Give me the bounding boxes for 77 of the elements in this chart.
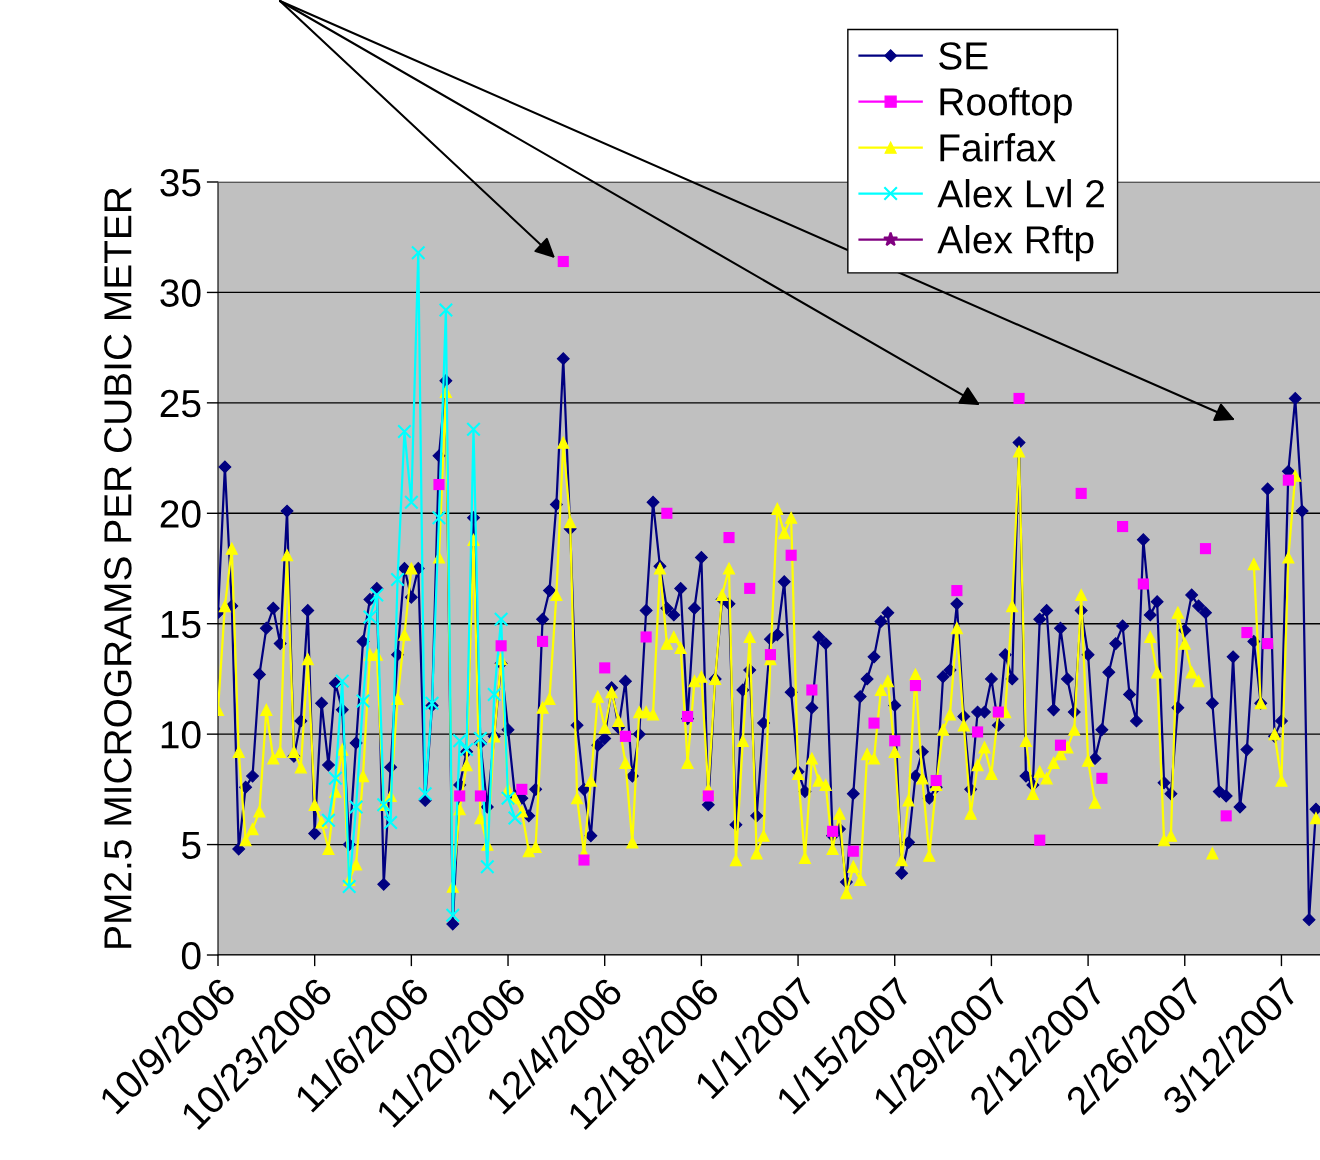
point	[1054, 739, 1067, 751]
point	[362, 609, 378, 625]
legend-label: Alex Rftp	[937, 225, 1094, 262]
legend-label: Alex Lvl 2	[937, 179, 1104, 208]
point	[433, 479, 445, 491]
point	[661, 507, 673, 519]
point	[557, 255, 569, 268]
point	[495, 640, 507, 652]
y-tick-label: 0	[181, 941, 201, 970]
point	[785, 549, 797, 561]
point	[1034, 834, 1046, 846]
point	[1241, 626, 1253, 639]
point	[1220, 810, 1232, 822]
point	[335, 673, 350, 689]
point	[827, 825, 839, 837]
point	[516, 783, 528, 795]
point	[578, 854, 590, 866]
y-tick-label: 20	[160, 500, 201, 528]
point	[889, 735, 901, 747]
point	[328, 771, 343, 786]
point	[1137, 578, 1149, 590]
point	[1282, 474, 1294, 486]
point	[431, 510, 447, 525]
legend-label: SE	[939, 42, 988, 70]
point	[480, 859, 495, 874]
point	[764, 649, 776, 661]
point	[493, 612, 509, 627]
point	[1199, 543, 1212, 555]
point	[1117, 520, 1129, 533]
point	[454, 790, 466, 802]
point	[355, 693, 371, 709]
point	[806, 684, 818, 696]
point	[951, 585, 963, 597]
point	[486, 687, 502, 702]
point	[474, 790, 486, 802]
y-tick-label: 15	[161, 611, 201, 639]
point	[410, 245, 426, 260]
point	[1262, 638, 1274, 650]
point	[321, 812, 336, 828]
point	[500, 790, 516, 806]
point	[1075, 487, 1087, 499]
point	[599, 662, 611, 674]
point	[390, 572, 405, 587]
point	[452, 733, 467, 749]
point	[397, 424, 412, 439]
y-tick-label: 35	[160, 168, 201, 197]
point	[847, 845, 859, 857]
point	[619, 730, 631, 742]
point	[868, 717, 880, 729]
point	[1096, 772, 1108, 784]
point	[640, 631, 652, 643]
legend-label: Fairfax	[940, 133, 1056, 162]
point	[723, 532, 735, 544]
point	[417, 786, 433, 802]
point	[909, 680, 922, 692]
point	[930, 774, 942, 787]
point	[972, 726, 984, 738]
point	[473, 731, 488, 746]
point	[383, 815, 398, 830]
legend-label: Rooftop	[940, 87, 1072, 124]
y-tick-label: 10	[161, 721, 201, 749]
point	[438, 302, 454, 318]
point	[507, 810, 523, 826]
point	[702, 790, 714, 802]
point	[537, 635, 549, 647]
point	[744, 582, 756, 594]
point	[404, 494, 419, 510]
point	[445, 907, 461, 923]
point	[466, 422, 481, 437]
y-tick-label: 5	[181, 831, 201, 860]
point	[341, 879, 357, 894]
y-tick-label: 25	[160, 389, 201, 418]
point	[369, 587, 385, 603]
point	[348, 799, 364, 815]
point	[1013, 392, 1025, 404]
y-axis-title: PM2.5 MICROGRAMS PER CUBIC METER	[104, 187, 132, 948]
y-tick-label: 30	[160, 279, 201, 307]
